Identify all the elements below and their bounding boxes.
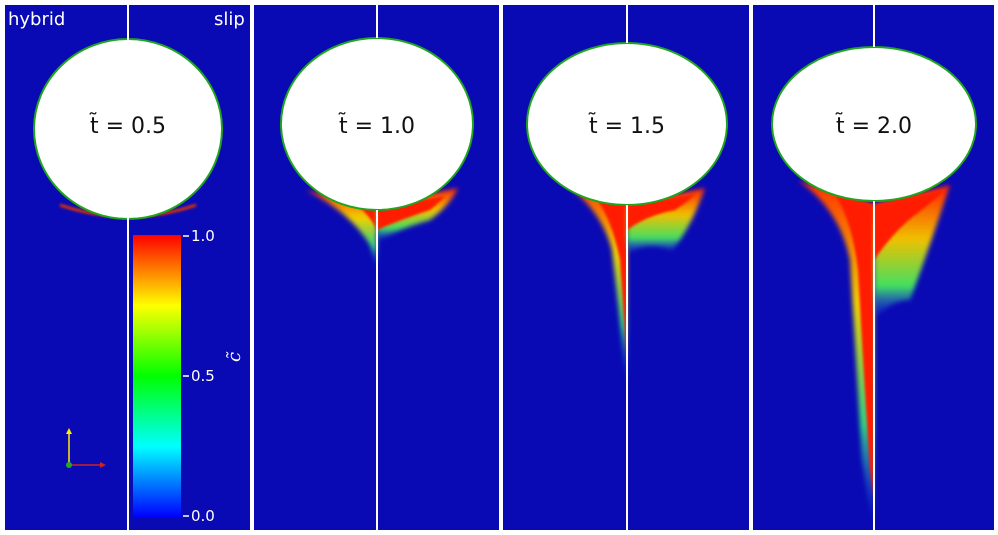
time-label-panel-1: t̃ = 0.5	[89, 114, 167, 139]
colorbar-tick-min: 0.0	[191, 507, 215, 525]
time-label-panel-4: t̃ = 2.0	[835, 114, 913, 139]
time-label-panel-2: t̃ = 1.0	[338, 114, 416, 139]
divider-lines	[127, 5, 875, 530]
time-label-panel-3: t̃ = 1.5	[588, 114, 666, 139]
colorbar-gradient	[133, 235, 181, 517]
label-hybrid: hybrid	[8, 9, 66, 30]
label-slip: slip	[214, 9, 245, 30]
axes-orientation-icon	[66, 428, 106, 468]
colorbar-tick-max: 1.0	[191, 227, 215, 245]
bubbles	[33, 37, 977, 220]
plume-panel-4	[798, 180, 950, 530]
colorbar	[133, 235, 189, 517]
colorbar-tick-mid: 0.5	[191, 367, 215, 385]
colorbar-title: c̃	[224, 351, 245, 362]
